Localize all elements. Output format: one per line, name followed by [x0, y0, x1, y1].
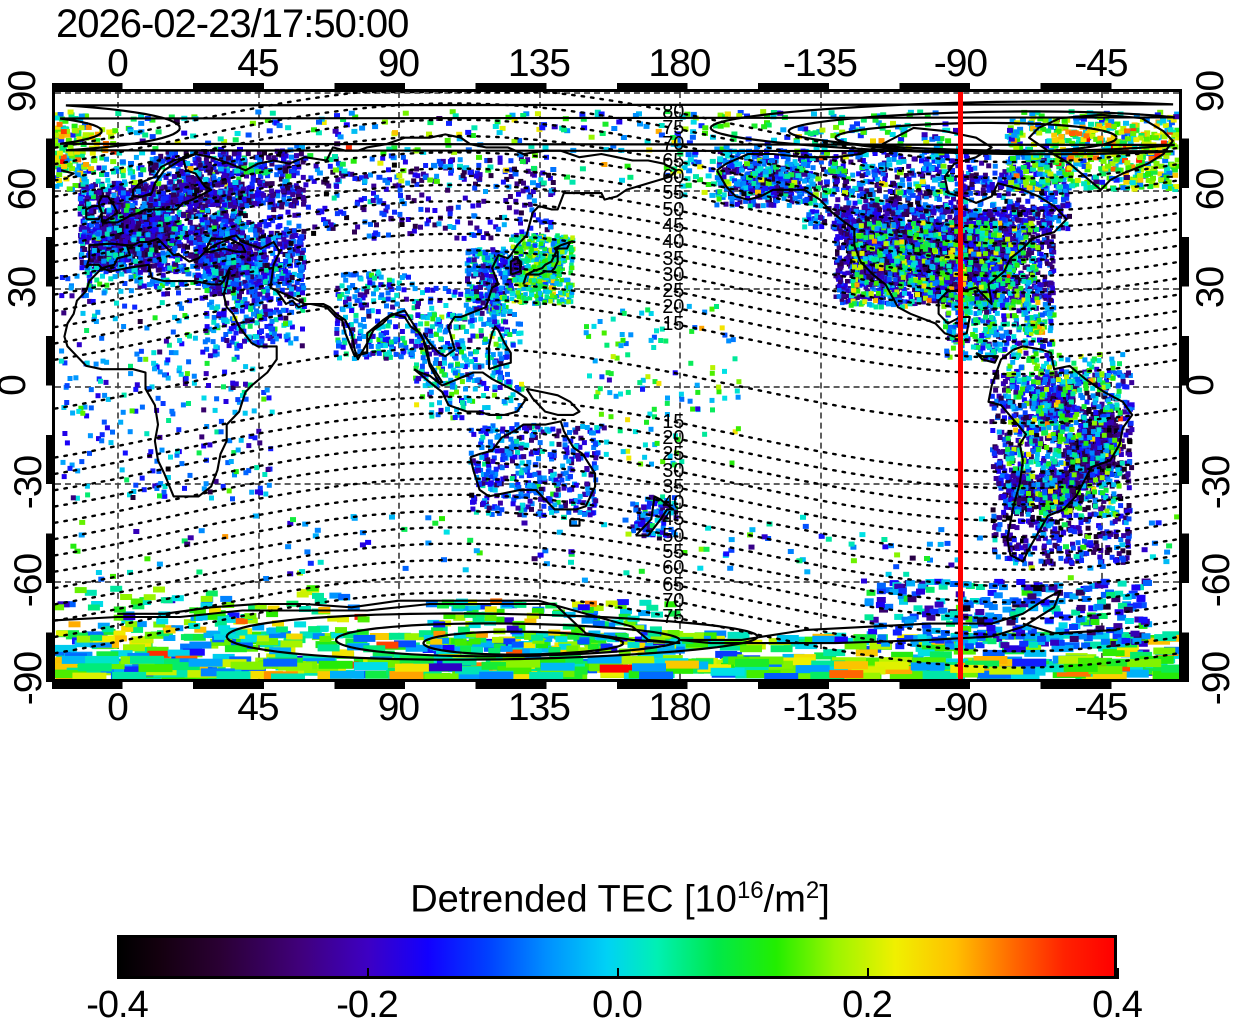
longitude-tick-label: -45 — [1074, 44, 1127, 83]
longitude-tick-label: 0 — [107, 44, 128, 83]
latitude-tick-label: 30 — [1191, 266, 1230, 307]
latitude-tick-label: -90 — [9, 652, 48, 705]
longitude-tick-label: -135 — [783, 44, 857, 83]
longitude-tick-label: 0 — [107, 688, 128, 727]
latitude-tick-label: 90 — [3, 71, 42, 112]
longitude-tick-label: -135 — [783, 688, 857, 727]
longitude-tick-label: 45 — [237, 688, 278, 727]
page-title: 2026-02-23/17:50:00 — [56, 4, 408, 44]
latitude-tick-label: -30 — [9, 456, 48, 509]
latitude-tick-label: -90 — [1197, 652, 1236, 705]
longitude-tick-label: 135 — [508, 44, 570, 83]
latitude-tick-label: 0 — [1181, 375, 1220, 396]
latitude-tick-label: 0 — [0, 375, 32, 396]
longitude-tick-label: 90 — [378, 688, 419, 727]
latitude-tick-label: 60 — [3, 169, 42, 210]
latitude-tick-label: -60 — [1197, 554, 1236, 607]
latitude-tick-label: 60 — [1191, 169, 1230, 210]
latitude-tick-label: 30 — [3, 266, 42, 307]
longitude-tick-label: 180 — [648, 688, 710, 727]
longitude-tick-label: -90 — [934, 44, 987, 83]
latitude-tick-label: -60 — [9, 554, 48, 607]
longitude-tick-label: -45 — [1074, 688, 1127, 727]
longitude-tick-label: 90 — [378, 44, 419, 83]
longitude-tick-label: 180 — [648, 44, 710, 83]
longitude-tick-label: -90 — [934, 688, 987, 727]
longitude-tick-label: 135 — [508, 688, 570, 727]
longitude-tick-label: 45 — [237, 44, 278, 83]
latitude-tick-label: 90 — [1191, 71, 1230, 112]
axis-band-bottom — [52, 682, 1182, 689]
latitude-tick-label: -30 — [1197, 456, 1236, 509]
